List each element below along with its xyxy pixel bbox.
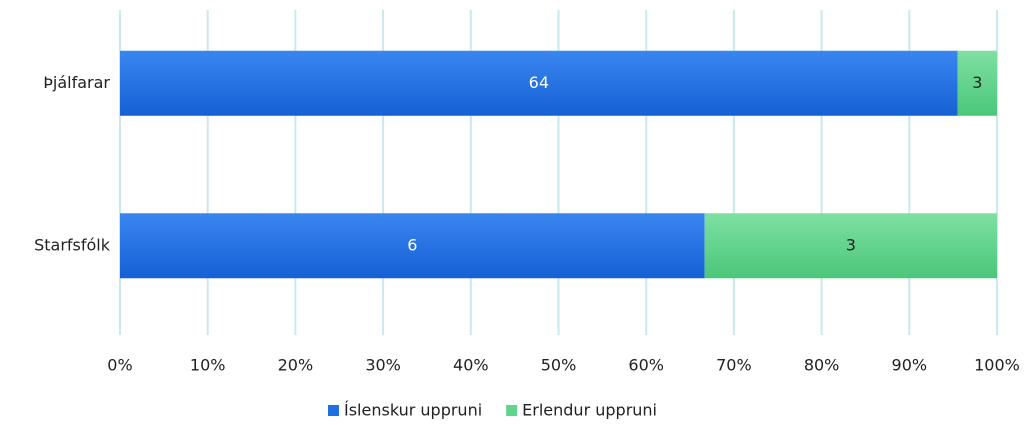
x-tick-label: 40% <box>453 356 489 375</box>
legend-label: Erlendur uppruni <box>522 401 657 420</box>
data-label: 6 <box>407 235 417 254</box>
data-label: 3 <box>972 73 982 92</box>
x-tick-label: 0% <box>107 356 132 375</box>
bar-segment <box>704 213 997 279</box>
x-tick-label: 90% <box>892 356 928 375</box>
bar-segment <box>120 50 958 116</box>
legend-label: Íslenskur uppruni <box>344 401 482 420</box>
legend-swatch <box>328 405 339 416</box>
x-tick-label: 30% <box>365 356 401 375</box>
x-tick-label: 10% <box>190 356 226 375</box>
x-tick-label: 60% <box>628 356 664 375</box>
y-tick-label: Þjálfarar <box>43 73 110 92</box>
data-label: 3 <box>846 235 856 254</box>
x-tick-label: 50% <box>541 356 577 375</box>
data-label: 64 <box>529 73 549 92</box>
bar-segment <box>957 50 997 116</box>
x-tick-label: 20% <box>278 356 314 375</box>
bar-segment <box>120 213 705 279</box>
x-tick-label: 70% <box>716 356 752 375</box>
legend-swatch <box>506 405 518 416</box>
y-tick-label: Starfsfólk <box>34 235 111 254</box>
x-tick-label: 80% <box>804 356 840 375</box>
x-tick-label: 100% <box>974 356 1020 375</box>
